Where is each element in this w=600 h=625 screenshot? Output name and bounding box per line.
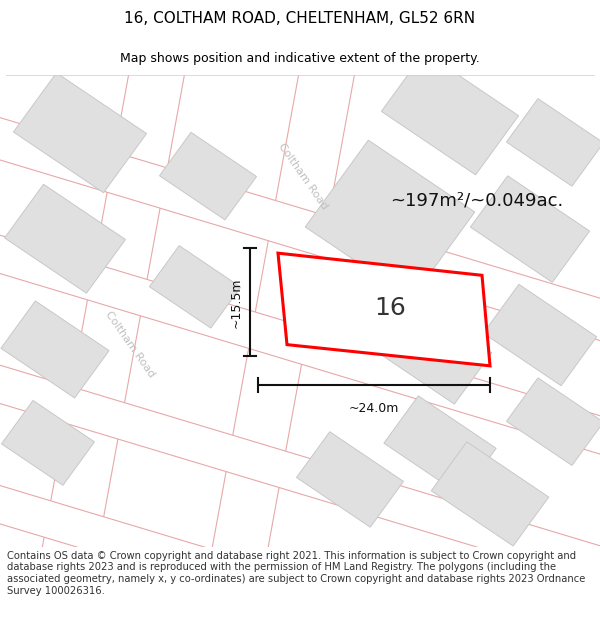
Polygon shape bbox=[0, 481, 600, 625]
Polygon shape bbox=[0, 361, 600, 588]
Polygon shape bbox=[13, 73, 146, 192]
Polygon shape bbox=[368, 295, 491, 404]
Polygon shape bbox=[431, 442, 549, 546]
Polygon shape bbox=[470, 176, 590, 282]
Polygon shape bbox=[296, 432, 403, 528]
Text: ~197m²/~0.049ac.: ~197m²/~0.049ac. bbox=[390, 191, 563, 209]
Polygon shape bbox=[38, 51, 187, 581]
Text: ~24.0m: ~24.0m bbox=[349, 402, 399, 416]
Text: Map shows position and indicative extent of the property.: Map shows position and indicative extent… bbox=[120, 52, 480, 65]
Polygon shape bbox=[2, 401, 94, 485]
Polygon shape bbox=[160, 132, 257, 220]
Text: ~15.5m: ~15.5m bbox=[229, 277, 242, 328]
Polygon shape bbox=[1, 301, 109, 398]
Text: 16: 16 bbox=[374, 296, 406, 320]
Polygon shape bbox=[5, 184, 125, 293]
Polygon shape bbox=[278, 253, 490, 366]
Polygon shape bbox=[208, 51, 357, 581]
Polygon shape bbox=[0, 231, 600, 458]
Polygon shape bbox=[506, 99, 600, 186]
Polygon shape bbox=[149, 246, 241, 328]
Polygon shape bbox=[384, 396, 496, 496]
Polygon shape bbox=[382, 52, 518, 175]
Polygon shape bbox=[484, 284, 596, 386]
Polygon shape bbox=[0, 114, 600, 344]
Polygon shape bbox=[506, 378, 600, 466]
Text: Coltham Road: Coltham Road bbox=[103, 309, 157, 379]
Text: Coltham Road: Coltham Road bbox=[277, 141, 329, 211]
Polygon shape bbox=[305, 140, 475, 299]
Text: 16, COLTHAM ROAD, CHELTENHAM, GL52 6RN: 16, COLTHAM ROAD, CHELTENHAM, GL52 6RN bbox=[124, 11, 476, 26]
Text: Contains OS data © Crown copyright and database right 2021. This information is : Contains OS data © Crown copyright and d… bbox=[7, 551, 586, 596]
